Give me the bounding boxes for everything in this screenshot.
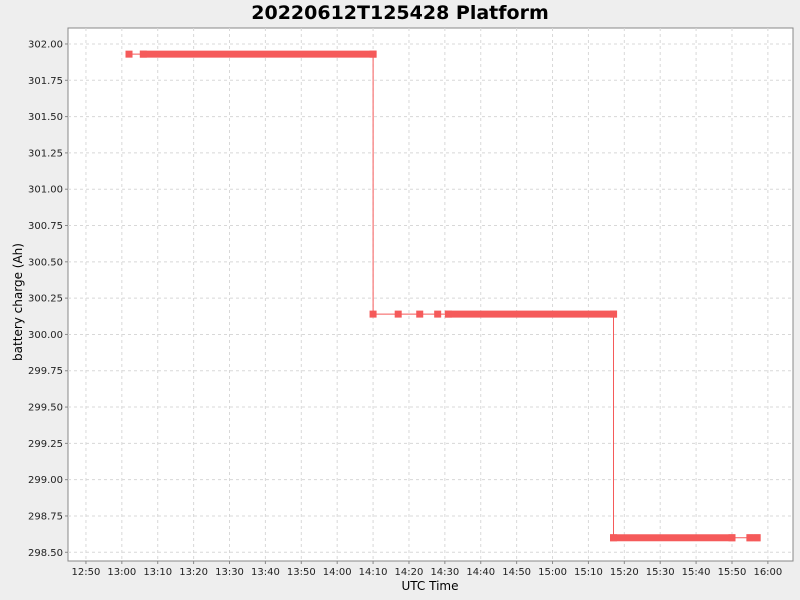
x-tick-label: 13:20 <box>179 567 208 578</box>
data-point <box>139 50 147 58</box>
y-tick-label: 299.75 <box>28 366 63 377</box>
y-axis-label: battery charge (Ah) <box>11 243 25 361</box>
data-point-run <box>746 534 761 542</box>
data-point <box>610 534 618 542</box>
x-tick-label: 15:20 <box>610 567 639 578</box>
data-point-run <box>444 310 618 318</box>
data-point-run <box>139 50 377 58</box>
plot-area <box>67 27 794 562</box>
y-tick-label: 300.25 <box>28 294 63 305</box>
y-tick-label: 299.00 <box>28 475 63 486</box>
x-tick-label: 13:50 <box>287 567 316 578</box>
data-point <box>394 310 402 318</box>
data-point-run <box>610 534 736 542</box>
y-tick-label: 299.50 <box>28 403 63 414</box>
y-tick-label: 301.00 <box>28 185 63 196</box>
y-tick-label: 300.75 <box>28 221 63 232</box>
data-point <box>369 50 377 58</box>
x-tick-label: 13:30 <box>215 567 244 578</box>
x-tick-label: 12:50 <box>72 567 101 578</box>
data-point <box>416 310 424 318</box>
x-tick-label: 13:40 <box>251 567 280 578</box>
x-tick-label: 13:00 <box>107 567 136 578</box>
data-point <box>728 534 736 542</box>
x-tick-label: 14:20 <box>395 567 424 578</box>
x-tick-label: 15:40 <box>682 567 711 578</box>
x-tick-label: 14:50 <box>502 567 531 578</box>
x-tick-label: 15:10 <box>574 567 603 578</box>
x-tick-label: 15:00 <box>538 567 567 578</box>
data-point <box>369 310 377 318</box>
y-tick-label: 298.50 <box>28 548 63 559</box>
y-tick-label: 299.25 <box>28 439 63 450</box>
grid <box>68 28 793 561</box>
x-tick-label: 15:30 <box>646 567 675 578</box>
x-tick-label: 14:30 <box>430 567 459 578</box>
chart-title: 20220612T125428 Platform <box>251 2 549 24</box>
y-tick-label: 301.50 <box>28 112 63 123</box>
y-tick-label: 302.00 <box>28 39 63 50</box>
data-point <box>434 310 442 318</box>
x-tick-label: 13:10 <box>143 567 172 578</box>
x-tick-label: 16:00 <box>753 567 782 578</box>
data-point <box>746 534 754 542</box>
data-series <box>125 50 761 542</box>
x-tick-label: 15:50 <box>718 567 747 578</box>
axes: 12:50 13:00 13:10 13:20 13:30 13:40 13:50 14:00… <box>28 39 782 578</box>
y-tick-label: 301.25 <box>28 148 63 159</box>
data-point <box>753 534 761 542</box>
x-tick-label: 14:10 <box>359 567 388 578</box>
x-tick-label: 14:00 <box>323 567 352 578</box>
y-tick-label: 298.75 <box>28 511 63 522</box>
y-tick-label: 300.00 <box>28 330 63 341</box>
y-tick-label: 301.75 <box>28 76 63 87</box>
x-tick-label: 14:40 <box>466 567 495 578</box>
y-tick-label: 300.50 <box>28 257 63 268</box>
data-point <box>444 310 452 318</box>
data-point <box>610 310 618 318</box>
x-axis-label: UTC Time <box>402 579 459 593</box>
data-point <box>125 50 133 58</box>
